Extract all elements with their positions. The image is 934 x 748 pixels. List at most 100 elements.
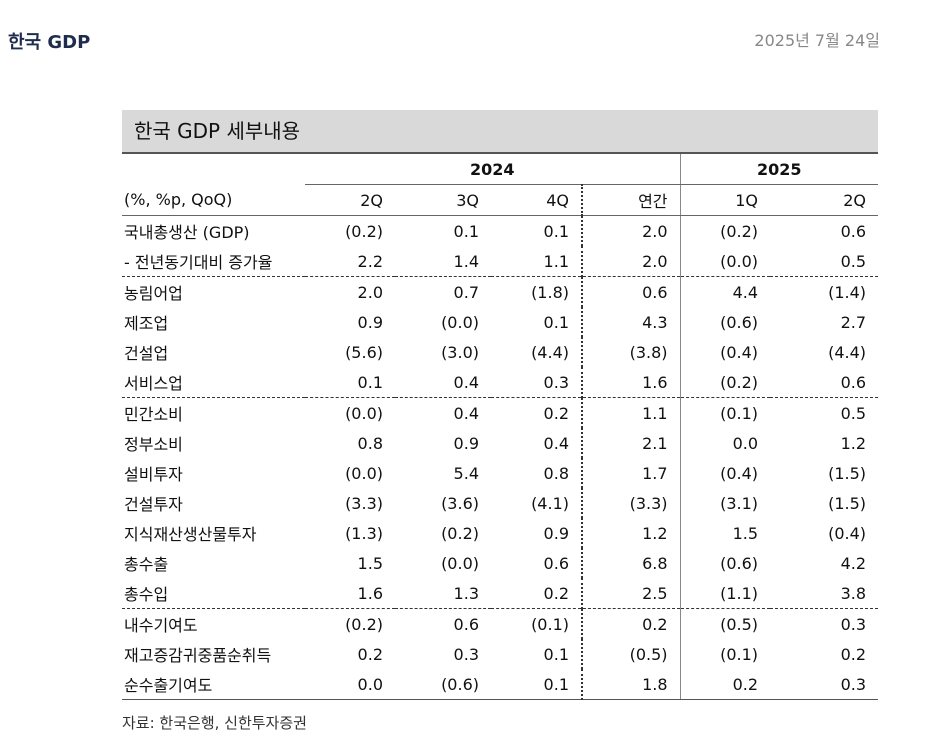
cell-value: 0.3 xyxy=(770,608,879,639)
year-header-blank xyxy=(122,154,305,185)
cell-value: 0.4 xyxy=(395,397,491,428)
cell-value: (5.6) xyxy=(345,342,383,362)
cell-value: (1.8) xyxy=(491,276,583,307)
table-row: 지식재산생산물투자 (1.3) (0.2) 0.9 1.2 1.5 (0.4) xyxy=(122,518,878,548)
cell-value: (0.2) xyxy=(305,608,395,639)
cell-value: 0.6 xyxy=(840,221,867,241)
row-label: 재고증감귀중품순취득 xyxy=(124,646,272,665)
column-header-3q-2024: 3Q xyxy=(395,184,491,216)
cell-value: 1.4 xyxy=(453,251,479,271)
column-header-2q-2024: 2Q xyxy=(305,184,395,216)
cell-value: 0.1 xyxy=(453,221,479,241)
cell-value: 0.9 xyxy=(453,433,479,453)
table-row: 건설업 (5.6) (3.0) (4.4) (3.8) (0.4) (4.4) xyxy=(122,337,878,367)
cell-value: 0.8 xyxy=(491,458,583,488)
cell-value: (3.8) xyxy=(629,342,668,362)
cell-value: 0.6 xyxy=(840,372,867,392)
cell-value: 0.3 xyxy=(491,367,583,398)
cell-value: (0.0) xyxy=(441,553,479,573)
cell-value: (0.1) xyxy=(679,397,771,428)
document-date: 2025년 7월 24일 xyxy=(754,31,880,50)
row-label: 서비스업 xyxy=(124,374,183,393)
cell-value: 1.6 xyxy=(357,583,383,603)
cell-value: (4.4) xyxy=(491,337,583,367)
row-label: 국내총생산 (GDP) xyxy=(124,223,250,242)
unit-label: (%, %p, QoQ) xyxy=(122,184,305,216)
cell-value: 4.4 xyxy=(679,276,771,307)
cell-value: 2.2 xyxy=(357,251,383,271)
table-row: 건설투자 (3.3) (3.6) (4.1) (3.3) (3.1) (1.5) xyxy=(122,488,878,518)
cell-value: 0.0 xyxy=(679,428,771,458)
row-label: 순수출기여도 xyxy=(122,669,305,700)
column-header-1q-2025: 1Q xyxy=(679,184,771,216)
cell-value: 2.0 xyxy=(642,251,668,271)
year-header-2025: 2025 xyxy=(679,154,879,185)
cell-value: (3.1) xyxy=(679,488,771,518)
column-header-4q-2024: 4Q xyxy=(491,184,583,216)
cell-value: (3.3) xyxy=(629,493,668,513)
row-label: 정부소비 xyxy=(124,435,183,454)
cell-value: (0.1) xyxy=(491,608,583,639)
year-header-2024: 2024 xyxy=(305,154,681,185)
cell-value: (3.0) xyxy=(441,342,479,362)
row-label: 내수기여도 xyxy=(122,608,305,639)
cell-value: (0.6) xyxy=(679,307,771,337)
cell-value: 0.5 xyxy=(770,397,879,428)
cell-value: 0.2 xyxy=(840,644,867,664)
column-header-2q-2025: 2Q xyxy=(770,184,879,216)
cell-value: 1.7 xyxy=(642,463,668,483)
cell-value: (3.6) xyxy=(441,493,479,513)
table-row: - 전년동기대비 증가율 2.2 1.4 1.1 2.0 (0.0) 0.5 xyxy=(122,246,878,277)
table-row: 제조업 0.9 (0.0) 0.1 4.3 (0.6) 2.7 xyxy=(122,307,878,337)
cell-value: (0.4) xyxy=(828,523,867,543)
cell-value: (0.1) xyxy=(679,639,771,669)
table-row: 서비스업 0.1 0.4 0.3 1.6 (0.2) 0.6 xyxy=(122,367,878,398)
document-title: 한국 GDP xyxy=(8,32,91,53)
cell-value: (1.5) xyxy=(828,463,867,483)
table-body: 국내총생산 (GDP) (0.2) 0.1 0.1 2.0 (0.2) 0.6- 전년동기대… xyxy=(122,215,879,700)
cell-value: 0.6 xyxy=(582,276,681,307)
cell-value: 3.8 xyxy=(840,583,867,603)
cell-value: (0.2) xyxy=(345,221,383,241)
cell-value: (0.4) xyxy=(679,337,771,367)
cell-value: 1.1 xyxy=(582,397,681,428)
row-label: 지식재산생산물투자 xyxy=(124,525,257,544)
cell-value: 2.1 xyxy=(642,433,668,453)
cell-value: 0.1 xyxy=(491,639,583,669)
cell-value: 0.1 xyxy=(491,215,583,246)
cell-value: 0.1 xyxy=(491,307,583,337)
cell-value: (1.3) xyxy=(345,523,383,543)
cell-value: (0.0) xyxy=(441,312,479,332)
cell-value: (0.6) xyxy=(679,548,771,578)
row-label: 총수출 xyxy=(124,555,169,574)
table-row: 재고증감귀중품순취득 0.2 0.3 0.1 (0.5) (0.1) 0.2 xyxy=(122,639,878,669)
cell-value: 4.2 xyxy=(840,553,867,573)
row-label: 건설업 xyxy=(124,344,169,363)
cell-value: 2.5 xyxy=(642,583,668,603)
cell-value: (4.4) xyxy=(828,342,867,362)
cell-value: 0.1 xyxy=(491,669,583,700)
cell-value: 1.5 xyxy=(357,553,383,573)
row-label: - 전년동기대비 증가율 xyxy=(124,253,273,272)
cell-value: (0.6) xyxy=(395,669,491,700)
cell-value: 0.7 xyxy=(395,276,491,307)
gdp-detail-table-container: 한국 GDP 세부내용 2024 2025 (%, %p, QoQ) 2Q 3Q… xyxy=(122,110,879,700)
cell-value: 1.8 xyxy=(582,669,681,700)
cell-value: (0.5) xyxy=(629,644,668,664)
row-label: 민간소비 xyxy=(122,397,305,428)
cell-value: 0.2 xyxy=(357,644,383,664)
table-row: 민간소비 (0.0) 0.4 0.2 1.1 (0.1) 0.5 xyxy=(122,397,879,428)
cell-value: 0.2 xyxy=(582,608,681,639)
table-row: 농림어업 2.0 0.7 (1.8) 0.6 4.4 (1.4) xyxy=(122,276,879,307)
cell-value: 0.9 xyxy=(357,312,383,332)
row-label: 설비투자 xyxy=(124,465,183,484)
cell-value: (1.5) xyxy=(828,493,867,513)
table-row: 총수입 1.6 1.3 0.2 2.5 (1.1) 3.8 xyxy=(122,578,878,609)
cell-value: 2.0 xyxy=(305,276,395,307)
row-label: 건설투자 xyxy=(124,495,183,514)
column-header-row: (%, %p, QoQ) 2Q 3Q 4Q 연간 1Q 2Q xyxy=(122,184,879,216)
cell-value: (4.1) xyxy=(491,488,583,518)
table-row: 총수출 1.5 (0.0) 0.6 6.8 (0.6) 4.2 xyxy=(122,548,878,578)
cell-value: 0.8 xyxy=(357,433,383,453)
cell-value: (1.4) xyxy=(770,276,879,307)
